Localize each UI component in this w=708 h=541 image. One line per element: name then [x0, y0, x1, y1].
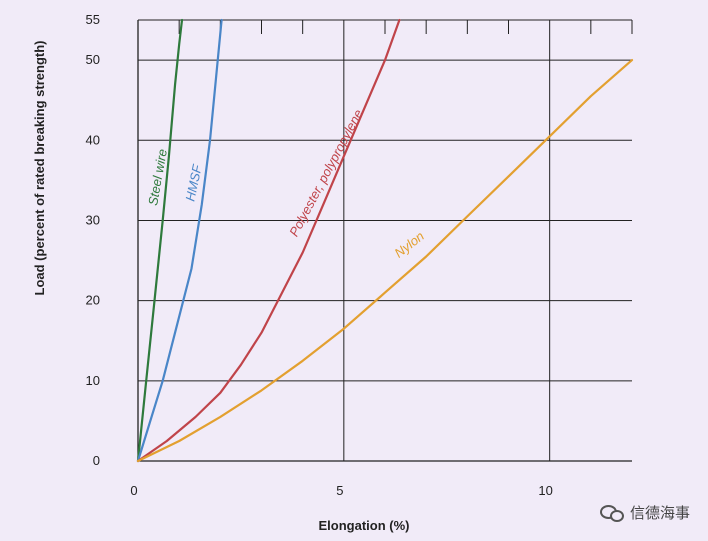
- series-line: [136, 59, 634, 463]
- y-tick-label: 55: [86, 12, 100, 27]
- y-tick-label: 50: [86, 52, 100, 67]
- y-tick-label: 40: [86, 132, 100, 147]
- x-tick-label: 0: [130, 483, 137, 498]
- series-line: [136, 18, 223, 463]
- series-label: HMSF: [182, 162, 205, 202]
- y-axis-title: Load (percent of rated breaking strength…: [32, 41, 47, 296]
- grid: [138, 19, 633, 461]
- watermark: 信德海事: [599, 502, 690, 523]
- series-labels: Steel wire HMSF Polyester, polypropyleneNy…: [145, 107, 427, 261]
- series-line: [136, 18, 184, 463]
- series-label: Nylon: [392, 228, 427, 260]
- series-lines: [136, 18, 634, 463]
- axes: [137, 20, 632, 462]
- y-tick-label: 0: [93, 453, 100, 468]
- y-tick-label: 30: [86, 212, 100, 227]
- series-label: Polyester, polypropylene: [286, 107, 366, 239]
- y-tick-label: 10: [86, 373, 100, 388]
- x-axis-title: Elongation (%): [319, 518, 410, 533]
- x-tick-label: 5: [336, 483, 343, 498]
- y-tick-label: 20: [86, 293, 100, 308]
- wechat-icon: [599, 504, 624, 522]
- series-line: [136, 18, 401, 463]
- watermark-text: 信德海事: [629, 504, 690, 522]
- x-tick-label: 10: [538, 483, 552, 498]
- tick-labels: 0 10 20 30 40 50 55 0 5 10: [86, 12, 553, 498]
